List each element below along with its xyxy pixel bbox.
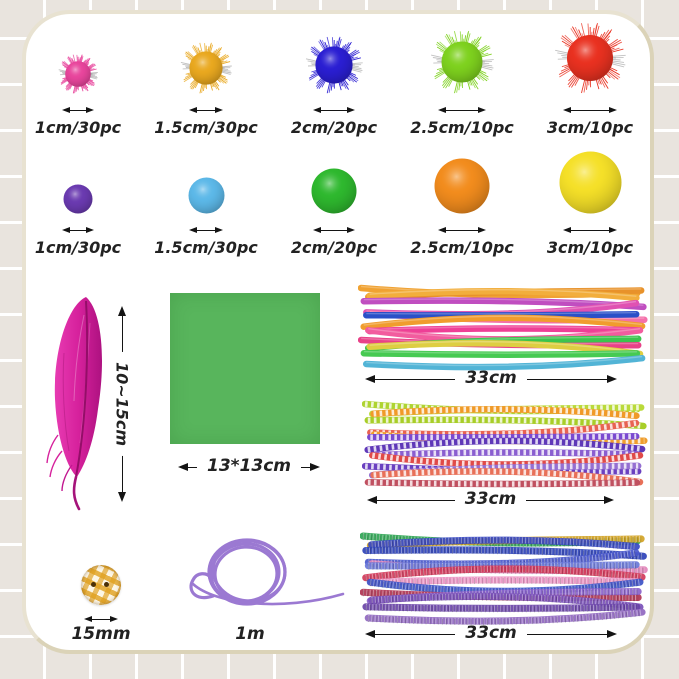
pompom-green-image (311, 152, 357, 218)
glitter-pompom-pink-image (58, 26, 98, 98)
product-card: 1cm/30pc 1.5cm/30pc 2cm/20pc 2.5cm/10pc (22, 10, 654, 654)
size-count-label: 2cm/20pc (290, 118, 378, 137)
width-arrow (62, 105, 94, 115)
plain-pom-row: 1cm/30pc 1.5cm/30pc 2cm/20pc 2.5cm/10pc (26, 151, 650, 257)
width-arrow (313, 225, 355, 235)
width-arrow (62, 225, 94, 235)
pipe-cleaner-length-arrow: 33cm (365, 368, 618, 388)
felt-size-arrow: 13*13cm (178, 456, 320, 476)
size-count-label: 3cm/10pc (546, 238, 634, 257)
glitter-pom-row: 1cm/30pc 1.5cm/30pc 2cm/20pc 2.5cm/10pc (26, 23, 650, 137)
pom-plain-1-5cm: 1.5cm/30pc (142, 152, 270, 257)
glitter-pompom-red-image (554, 23, 626, 98)
size-count-label: 3cm/10pc (546, 118, 634, 137)
cord-length-label: 1m (235, 624, 265, 644)
button-hole (91, 582, 96, 587)
button-image (81, 565, 121, 605)
size-count-label: 1cm/30pc (34, 118, 122, 137)
button-size-arrow (84, 613, 118, 625)
pom-plain-2cm: 2cm/20pc (270, 152, 398, 257)
pipe-cleaner-length-label: 33cm (465, 368, 517, 388)
feather-image (46, 297, 102, 511)
width-arrow (313, 105, 355, 115)
button-size-label: 15mm (71, 624, 131, 644)
width-arrow (189, 105, 223, 115)
pom-glitter-2cm: 2cm/20pc (270, 26, 398, 137)
pom-plain-2-5cm: 2.5cm/10pc (398, 152, 526, 257)
glitter-pompom-green-image (430, 26, 494, 98)
pom-plain-3cm: 3cm/10pc (526, 151, 650, 257)
width-arrow (189, 225, 223, 235)
pom-glitter-2-5cm: 2.5cm/10pc (398, 26, 526, 137)
pom-glitter-3cm: 3cm/10pc (526, 23, 650, 137)
cord-image (189, 538, 345, 606)
pipe-cleaner-bundle-striped (361, 396, 648, 496)
width-arrow (438, 105, 486, 115)
size-count-label: 2cm/20pc (290, 238, 378, 257)
pipe-cleaner-length-arrow: 33cm (365, 623, 618, 643)
size-count-label: 2.5cm/10pc (410, 118, 514, 137)
felt-square-image (170, 293, 320, 444)
pom-glitter-1cm: 1cm/30pc (26, 26, 142, 137)
width-arrow (438, 225, 486, 235)
pompom-purple-image (63, 152, 93, 218)
width-arrow (563, 105, 617, 115)
feather-length-label: 10~15cm (108, 351, 136, 457)
size-count-label: 1.5cm/30pc (154, 118, 258, 137)
pipe-cleaner-length-arrow: 33cm (367, 489, 615, 509)
pompom-yellow-image (559, 151, 622, 218)
felt-size-label: 13*13cm (207, 456, 291, 476)
pom-plain-1cm: 1cm/30pc (26, 152, 142, 257)
pipe-cleaner-bundle-tinsel (359, 528, 648, 626)
pompom-orange-image (434, 152, 490, 218)
pipe-cleaner-bundle-plain (357, 280, 648, 372)
pom-glitter-1-5cm: 1.5cm/30pc (142, 26, 270, 137)
pipe-cleaner-length-label: 33cm (465, 623, 517, 643)
size-count-label: 1.5cm/30pc (154, 238, 258, 257)
size-count-label: 1cm/30pc (34, 238, 122, 257)
pompom-lightblue-image (188, 152, 225, 218)
button-hole (104, 582, 109, 587)
pipe-cleaner-length-label: 33cm (464, 489, 517, 509)
glitter-pompom-blue-image (305, 26, 363, 98)
glitter-pompom-gold-image (180, 26, 232, 98)
size-count-label: 2.5cm/10pc (410, 238, 514, 257)
feather-length-arrow: 10~15cm (108, 306, 136, 502)
width-arrow (563, 225, 617, 235)
